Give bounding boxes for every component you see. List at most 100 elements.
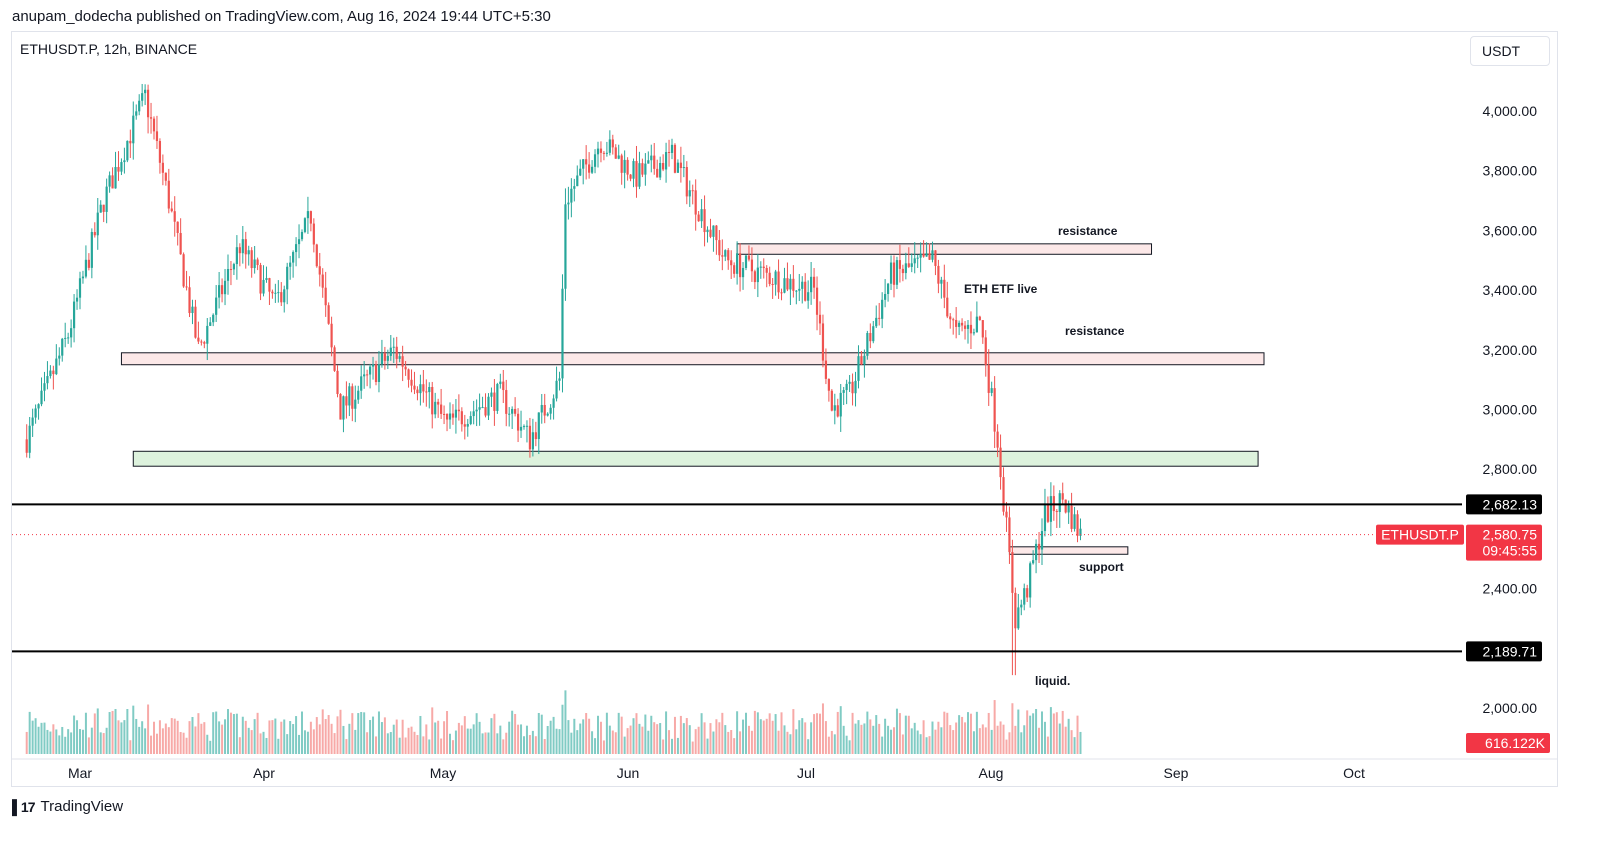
volume-bar [79, 729, 81, 754]
volume-bar [265, 737, 268, 754]
volume-bar [31, 720, 34, 754]
candle-body [277, 292, 280, 294]
volume-bar [377, 711, 380, 754]
candle-body [215, 297, 218, 315]
volume-bar [543, 739, 546, 754]
candle-body [416, 389, 419, 394]
volume-bar [1032, 713, 1035, 754]
volume-bar [617, 712, 620, 754]
candle-body [167, 180, 170, 209]
volume-bar [801, 718, 804, 754]
candle-body [842, 390, 845, 393]
candle-body [830, 390, 833, 411]
candle-body [152, 118, 156, 132]
volume-bar [594, 738, 597, 754]
candle-body [895, 260, 899, 285]
volume-bar [472, 724, 475, 754]
volume-bar [780, 712, 783, 754]
candle-body [161, 162, 164, 173]
candle-body [366, 374, 369, 376]
candle-body [37, 404, 40, 409]
candle-body [848, 381, 851, 384]
tradingview-logo[interactable]: ▌17 TradingView [12, 798, 123, 815]
volume-bar [582, 719, 585, 754]
volume-bar [774, 714, 777, 754]
volume-bar [972, 731, 975, 754]
volume-bar [34, 718, 37, 754]
candle-body [70, 328, 73, 338]
volume-bar [164, 723, 167, 754]
candle-body [670, 144, 674, 153]
candle-body [878, 317, 881, 319]
candle-body [886, 283, 890, 294]
candle-body [552, 398, 555, 408]
candle-body [413, 385, 416, 390]
candle-body [676, 162, 680, 173]
chart-frame [11, 31, 1558, 787]
volume-bar [277, 738, 280, 754]
candle-body [300, 231, 304, 240]
candle-body [872, 326, 875, 342]
symbol-info[interactable]: ETHUSDT.P, 12h, BINANCE [20, 41, 198, 57]
volume-bar [466, 728, 469, 754]
volume-bar [940, 727, 943, 754]
last-price-tag [1466, 524, 1542, 561]
volume-bar [635, 713, 638, 754]
volume-bar [312, 729, 315, 754]
volume-bar [389, 732, 392, 754]
volume-bar [795, 729, 798, 754]
volume-bar [650, 715, 653, 754]
volume-bar [700, 713, 703, 754]
candle-body [943, 279, 946, 298]
candle-body [673, 144, 677, 173]
volume-bar [253, 719, 256, 754]
candle-body [777, 271, 780, 293]
candle-body [537, 412, 540, 440]
volume-bar [697, 726, 700, 754]
level-tag-label-1: 2,189.71 [1483, 643, 1538, 659]
volume-bar [158, 720, 161, 754]
candle-body [978, 316, 981, 321]
candle-body [931, 250, 934, 260]
candle-body [516, 413, 520, 431]
candle-body [182, 254, 185, 287]
currency-button[interactable]: USDT [1470, 36, 1550, 66]
candle-body [641, 163, 644, 175]
candle-body [220, 285, 224, 295]
volume-bar [117, 720, 120, 754]
volume-bar [765, 718, 768, 754]
volume-bar [46, 729, 49, 754]
candle-body [812, 276, 816, 288]
last-price-label: 2,580.75 [1483, 527, 1538, 543]
candle-body [398, 356, 401, 359]
candle-body [922, 253, 925, 257]
volume-bar [286, 734, 289, 754]
candle-body [345, 396, 348, 406]
volume-bar [454, 730, 457, 754]
candle-body [623, 159, 626, 173]
candle-body [611, 139, 614, 148]
volume-bar [904, 715, 907, 754]
volume-bar [1058, 723, 1061, 754]
volume-bar [345, 739, 348, 754]
candle-body [401, 356, 404, 367]
volume-bar [372, 716, 375, 754]
candle-body [981, 320, 984, 338]
candle-body [531, 432, 534, 450]
y-tick-label: 3,400.00 [1483, 282, 1538, 298]
candle-body [342, 396, 345, 420]
candle-body [351, 386, 354, 409]
candle-body [768, 272, 771, 284]
volume-bar [58, 735, 61, 754]
candle-body [40, 390, 43, 405]
candle-body [804, 281, 807, 301]
volume-bar [591, 731, 594, 754]
volume-bar [1049, 707, 1052, 754]
candle-body [928, 253, 931, 260]
volume-bar [129, 740, 132, 754]
volume-bar [810, 722, 813, 754]
candle-body [389, 347, 392, 356]
volume-bar [872, 725, 875, 754]
candle-body [1055, 511, 1058, 513]
